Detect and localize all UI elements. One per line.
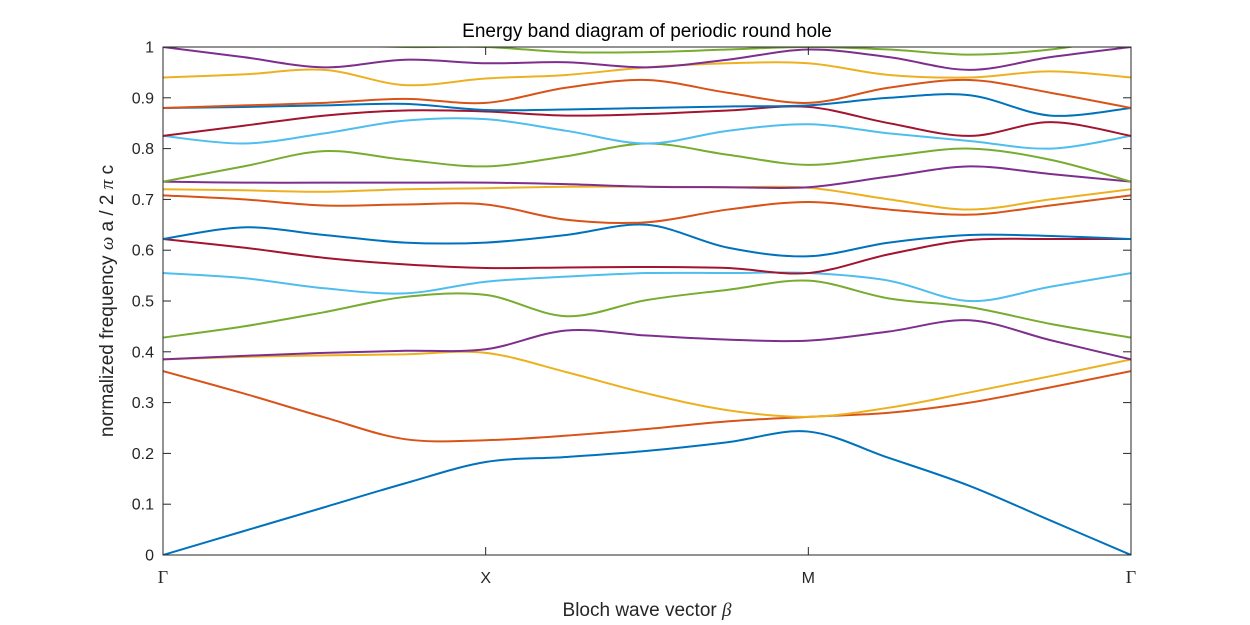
x-axis-label-symbol: β: [721, 600, 732, 621]
band-line-6: [163, 271, 1131, 303]
band-line-3: [163, 350, 1131, 418]
y-tick-label: 1: [145, 40, 154, 57]
y-tick-label: 0.9: [132, 90, 154, 107]
band-line-11: [163, 165, 1131, 190]
y-tick-label: 0.4: [132, 344, 154, 361]
y-axis-label-part2: a / 2: [97, 189, 118, 237]
tick-layer: 0 0.1 0.2 0.3 0.4 0.5 0.6 0.7 0.8 0.9 1 Γ X M Γ: [132, 40, 1136, 588]
band-line-15: [163, 93, 1131, 117]
x-axis-label: Bloch wave vector β: [563, 600, 732, 621]
y-tick-label: 0.7: [132, 192, 154, 209]
band-line-2: [163, 370, 1131, 443]
chart-title: Energy band diagram of periodic round ho…: [462, 21, 832, 42]
band-line-7: [163, 237, 1131, 275]
y-tick-label: 0.1: [132, 497, 154, 514]
x-axis-label-text: Bloch wave vector: [563, 600, 722, 621]
x-tick-label: X: [480, 570, 491, 587]
band-line-19: [357, 47, 1077, 56]
y-axis-label-part1: normalized frequency: [97, 250, 118, 437]
band-line-18: [163, 47, 1131, 71]
band-line-13: [163, 117, 1131, 150]
x-tick-label: Γ: [1126, 567, 1136, 587]
series-layer: [163, 47, 1131, 555]
y-tick-label: 0.2: [132, 446, 154, 463]
band-line-5: [163, 279, 1131, 339]
band-line-1: [163, 430, 1131, 555]
band-line-4: [163, 319, 1131, 361]
band-line-16: [163, 78, 1131, 109]
y-tick-label: 0.6: [132, 243, 154, 260]
y-tick-label: 0: [145, 548, 154, 565]
band-line-9: [163, 194, 1131, 225]
y-tick-label: 0.5: [132, 294, 154, 311]
x-tick-label: Γ: [158, 567, 168, 587]
y-axis-label-pi: π: [97, 179, 118, 189]
y-axis-label: normalized frequency ω a / 2 π c: [97, 165, 118, 437]
y-axis-label-omega: ω: [97, 237, 118, 250]
x-tick-label: M: [802, 570, 815, 587]
y-tick-label: 0.8: [132, 141, 154, 158]
band-line-8: [163, 223, 1131, 258]
y-tick-label: 0.3: [132, 395, 154, 412]
band-line-14: [163, 105, 1131, 137]
y-axis-label-part3: c: [97, 165, 118, 180]
